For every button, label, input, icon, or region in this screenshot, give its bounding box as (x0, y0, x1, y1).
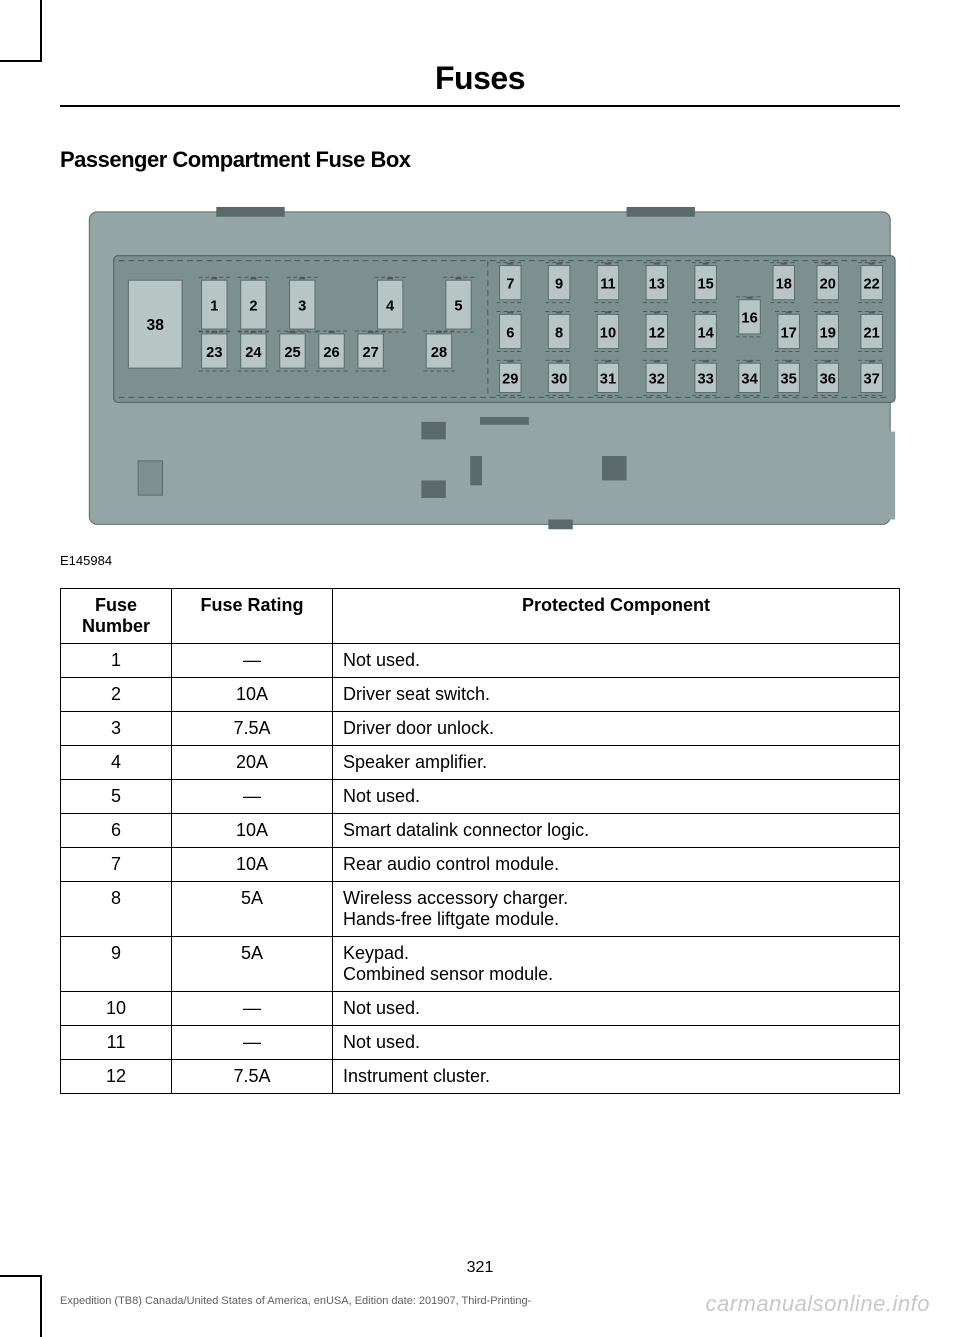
svg-text:19: 19 (820, 325, 836, 341)
table-row: 10—Not used. (61, 992, 900, 1026)
svg-text:36: 36 (820, 372, 836, 388)
svg-text:38: 38 (147, 317, 165, 334)
cell-fuse-rating: 7.5A (172, 712, 333, 746)
cell-fuse-rating: — (172, 780, 333, 814)
cell-fuse-number: 9 (61, 937, 172, 992)
table-row: 1—Not used. (61, 644, 900, 678)
svg-text:9: 9 (555, 277, 563, 293)
svg-text:4: 4 (386, 298, 395, 314)
table-row: 610ASmart datalink connector logic. (61, 814, 900, 848)
cell-fuse-rating: 20A (172, 746, 333, 780)
watermark: carmanualsonline.info (705, 1291, 930, 1317)
svg-text:13: 13 (649, 277, 665, 293)
cell-protected-component: Not used. (333, 780, 900, 814)
cell-fuse-number: 1 (61, 644, 172, 678)
cell-protected-component: Not used. (333, 992, 900, 1026)
fuse-table: Fuse Number Fuse Rating Protected Compon… (60, 588, 900, 1094)
cell-fuse-rating: 10A (172, 814, 333, 848)
cell-fuse-rating: — (172, 1026, 333, 1060)
cell-fuse-rating: 5A (172, 937, 333, 992)
cell-fuse-rating: 7.5A (172, 1060, 333, 1094)
table-row: 11—Not used. (61, 1026, 900, 1060)
svg-text:12: 12 (649, 325, 665, 341)
table-row: 37.5ADriver door unlock. (61, 712, 900, 746)
svg-text:17: 17 (781, 325, 797, 341)
table-row: 210ADriver seat switch. (61, 678, 900, 712)
cell-fuse-number: 5 (61, 780, 172, 814)
cell-fuse-number: 8 (61, 882, 172, 937)
svg-text:5: 5 (454, 298, 462, 314)
cell-protected-component: Driver door unlock. (333, 712, 900, 746)
table-row: 127.5AInstrument cluster. (61, 1060, 900, 1094)
cell-fuse-rating: — (172, 644, 333, 678)
table-row: 420ASpeaker amplifier. (61, 746, 900, 780)
page-title: Fuses (60, 60, 900, 107)
svg-text:31: 31 (600, 372, 616, 388)
fusebox-diagram: 3812345791113151820222324252627286810121… (60, 203, 900, 543)
svg-text:21: 21 (864, 325, 880, 341)
cell-fuse-rating: 10A (172, 678, 333, 712)
svg-text:7: 7 (506, 277, 514, 293)
svg-text:6: 6 (506, 325, 514, 341)
cell-fuse-number: 11 (61, 1026, 172, 1060)
cell-fuse-number: 10 (61, 992, 172, 1026)
cell-protected-component: Not used. (333, 1026, 900, 1060)
cell-fuse-number: 4 (61, 746, 172, 780)
svg-text:25: 25 (284, 345, 300, 361)
cell-fuse-number: 7 (61, 848, 172, 882)
section-title: Passenger Compartment Fuse Box (60, 147, 900, 173)
svg-text:1: 1 (210, 298, 218, 314)
svg-text:28: 28 (431, 345, 447, 361)
svg-text:26: 26 (323, 345, 339, 361)
footer-text: Expedition (TB8) Canada/United States of… (60, 1295, 531, 1307)
cell-fuse-number: 6 (61, 814, 172, 848)
cell-protected-component: Smart datalink connector logic. (333, 814, 900, 848)
cell-protected-component: Wireless accessory charger.Hands-free li… (333, 882, 900, 937)
cell-fuse-rating: 10A (172, 848, 333, 882)
col-fuse-number: Fuse Number (61, 589, 172, 644)
col-protected-component: Protected Component (333, 589, 900, 644)
col-fuse-rating: Fuse Rating (172, 589, 333, 644)
svg-text:30: 30 (551, 372, 567, 388)
cell-protected-component: Driver seat switch. (333, 678, 900, 712)
svg-text:10: 10 (600, 325, 616, 341)
svg-text:32: 32 (649, 372, 665, 388)
table-row: 85AWireless accessory charger.Hands-free… (61, 882, 900, 937)
page-number: 321 (0, 1259, 960, 1277)
cell-protected-component: Speaker amplifier. (333, 746, 900, 780)
svg-text:22: 22 (864, 277, 880, 293)
svg-text:8: 8 (555, 325, 563, 341)
cell-protected-component: Not used. (333, 644, 900, 678)
svg-text:3: 3 (298, 298, 306, 314)
cell-protected-component: Instrument cluster. (333, 1060, 900, 1094)
svg-text:24: 24 (245, 345, 262, 361)
svg-text:29: 29 (502, 372, 518, 388)
diagram-code: E145984 (60, 553, 900, 568)
svg-text:18: 18 (776, 277, 792, 293)
svg-text:34: 34 (741, 372, 758, 388)
svg-text:35: 35 (781, 372, 797, 388)
svg-text:2: 2 (249, 298, 257, 314)
svg-text:33: 33 (697, 372, 713, 388)
cell-protected-component: Keypad.Combined sensor module. (333, 937, 900, 992)
cell-fuse-number: 12 (61, 1060, 172, 1094)
svg-text:27: 27 (362, 345, 378, 361)
svg-text:20: 20 (820, 277, 836, 293)
table-row: 5—Not used. (61, 780, 900, 814)
svg-text:37: 37 (864, 372, 880, 388)
svg-text:15: 15 (697, 277, 713, 293)
svg-text:14: 14 (697, 325, 714, 341)
svg-text:16: 16 (741, 311, 757, 327)
svg-text:23: 23 (206, 345, 222, 361)
table-row: 710ARear audio control module. (61, 848, 900, 882)
cell-fuse-rating: — (172, 992, 333, 1026)
table-row: 95AKeypad.Combined sensor module. (61, 937, 900, 992)
cell-fuse-number: 3 (61, 712, 172, 746)
svg-text:11: 11 (600, 277, 615, 293)
cell-fuse-rating: 5A (172, 882, 333, 937)
cell-protected-component: Rear audio control module. (333, 848, 900, 882)
cell-fuse-number: 2 (61, 678, 172, 712)
